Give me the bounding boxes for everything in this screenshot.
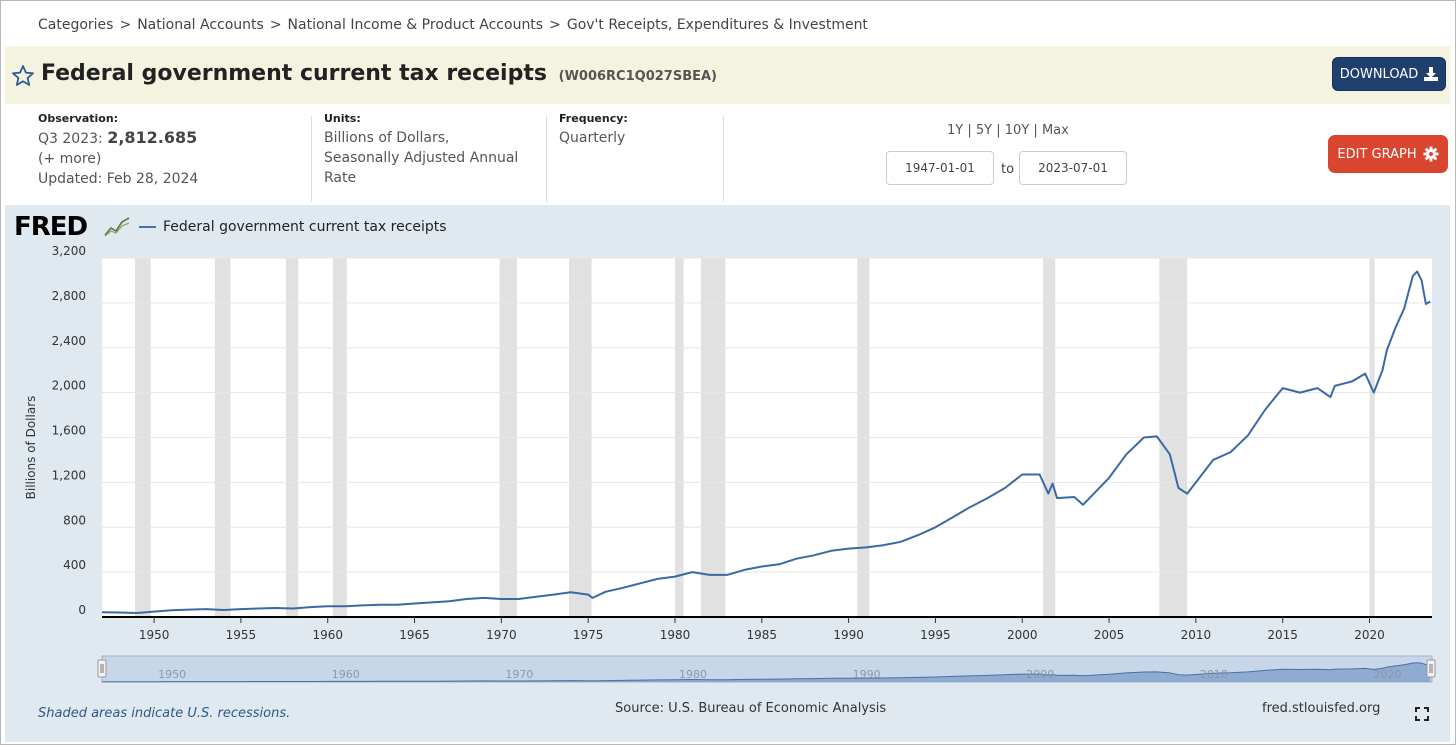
range-max[interactable]: Max	[1041, 123, 1069, 138]
navigator-tick-label: 1950	[158, 668, 186, 681]
y-tick-label: 3,200	[52, 244, 86, 258]
units-line-3: Rate	[324, 170, 357, 186]
star-icon[interactable]	[11, 64, 35, 88]
x-tick-label: 2015	[1267, 628, 1298, 642]
series-line	[101, 270, 1431, 614]
breadcrumb-separator: >	[269, 17, 282, 33]
x-tick-label: 1960	[312, 628, 343, 642]
x-tick-label: 2020	[1354, 628, 1385, 642]
x-tick-label: 2005	[1094, 628, 1125, 642]
page-title: Federal government current tax receipts …	[41, 61, 717, 86]
navigator-handle-right[interactable]	[1426, 659, 1436, 678]
breadcrumb-separator: >	[549, 17, 561, 33]
navigator-area	[102, 662, 1431, 682]
x-tick-label: 2000	[1007, 628, 1038, 642]
units-label: Units:	[324, 112, 361, 125]
y-tick-label: 800	[63, 513, 86, 527]
observation-value: Q3 2023: 2,812.685	[38, 128, 198, 149]
y-tick-label: 1,600	[52, 424, 86, 438]
range-separator: |	[967, 123, 972, 138]
navigator-tick-label: 1960	[332, 668, 360, 681]
breadcrumb-gov-receipts[interactable]: Gov't Receipts, Expenditures & Investmen…	[566, 17, 868, 33]
y-tick-label: 2,000	[52, 379, 86, 393]
observation-label: Observation:	[38, 112, 119, 125]
start-date-input[interactable]: 1947-01-01	[886, 151, 994, 185]
breadcrumb-national-accounts[interactable]: National Accounts	[137, 17, 264, 33]
edit-graph-label: EDIT GRAPH	[1337, 146, 1417, 162]
range-separator: |	[1033, 123, 1038, 138]
title-bar: Federal government current tax receipts …	[5, 46, 1450, 104]
series-id: (W006RC1Q027SBEA)	[558, 69, 717, 84]
x-tick-label: 1995	[920, 628, 951, 642]
date-to-label: to	[1001, 162, 1015, 177]
divider	[311, 116, 312, 202]
x-tick-label: 1965	[399, 628, 430, 642]
observation-number: 2,812.685	[107, 128, 198, 147]
navigator-tick-label: 1980	[679, 668, 707, 681]
y-tick-label: 2,800	[52, 289, 86, 303]
x-tick-label: 1985	[747, 628, 778, 642]
y-tick-label: 400	[63, 558, 86, 572]
fred-logo: FRED	[14, 212, 88, 242]
navigator-tick-label: 1970	[505, 668, 533, 681]
navigator-tick-label: 2000	[1026, 668, 1054, 681]
navigator-line	[101, 662, 1431, 683]
range-1y[interactable]: 1Y	[947, 123, 964, 138]
units-line-2: Seasonally Adjusted Annual	[324, 150, 519, 166]
frequency-value: Quarterly	[559, 130, 626, 146]
x-tick-label: 1975	[573, 628, 604, 642]
updated-date: Updated: Feb 28, 2024	[38, 171, 199, 187]
navigator-tick-label: 2020	[1373, 668, 1401, 681]
y-tick-label: 2,400	[52, 334, 86, 348]
y-tick-label: 1,200	[52, 468, 86, 482]
source-text: Source: U.S. Bureau of Economic Analysis	[615, 701, 887, 716]
fred-chart-icon	[104, 217, 130, 237]
range-separator: |	[996, 123, 1001, 138]
range-10y[interactable]: 10Y	[1004, 123, 1030, 138]
x-tick-label: 1970	[486, 628, 517, 642]
breadcrumb-categories[interactable]: Categories	[38, 17, 114, 33]
frequency-block: Frequency: Quarterly	[559, 112, 628, 202]
observation-block: Observation: Q3 2023: 2,812.685 (+ more)…	[38, 112, 198, 202]
legend-line-swatch	[139, 226, 156, 228]
more-link[interactable]: (+ more)	[38, 151, 102, 167]
download-button[interactable]: DOWNLOAD	[1332, 57, 1446, 91]
x-tick-label: 1980	[660, 628, 691, 642]
x-tick-label: 2010	[1181, 628, 1212, 642]
divider	[723, 116, 724, 202]
breadcrumb-nipa[interactable]: National Income & Product Accounts	[287, 17, 544, 33]
navigator-tick-label: 2010	[1200, 668, 1228, 681]
y-tick-label: 0	[78, 603, 86, 617]
units-block: Units: Billions of Dollars, Seasonally A…	[324, 112, 518, 202]
navigator-handle-left[interactable]	[97, 659, 107, 678]
gear-icon	[1423, 146, 1439, 162]
frequency-label: Frequency:	[559, 112, 628, 125]
divider	[546, 116, 547, 202]
y-axis-label: Billions of Dollars	[24, 396, 38, 500]
x-tick-label: 1950	[139, 628, 170, 642]
end-date-input[interactable]: 2023-07-01	[1019, 151, 1127, 185]
observation-period: Q3 2023:	[38, 131, 103, 147]
edit-graph-button[interactable]: EDIT GRAPH	[1328, 135, 1448, 173]
recession-note: Shaded areas indicate U.S. recessions.	[38, 706, 291, 721]
range-5y[interactable]: 5Y	[975, 123, 993, 138]
navigator-tick-label: 1990	[853, 668, 881, 681]
series-title: Federal government current tax receipts	[41, 61, 547, 86]
legend-label: Federal government current tax receipts	[163, 219, 447, 235]
x-tick-label: 1990	[833, 628, 864, 642]
x-tick-label: 1955	[226, 628, 257, 642]
website-text: fred.stlouisfed.org	[1262, 701, 1381, 716]
units-line-1: Billions of Dollars,	[324, 130, 450, 146]
breadcrumb-separator: >	[119, 17, 132, 33]
fullscreen-icon[interactable]	[1415, 707, 1429, 721]
range-selector: 1Y | 5Y | 10Y | Max	[947, 123, 1069, 138]
breadcrumb: Categories > National Accounts > National In…	[38, 17, 868, 33]
download-label: DOWNLOAD	[1339, 66, 1419, 82]
download-icon	[1424, 67, 1439, 81]
